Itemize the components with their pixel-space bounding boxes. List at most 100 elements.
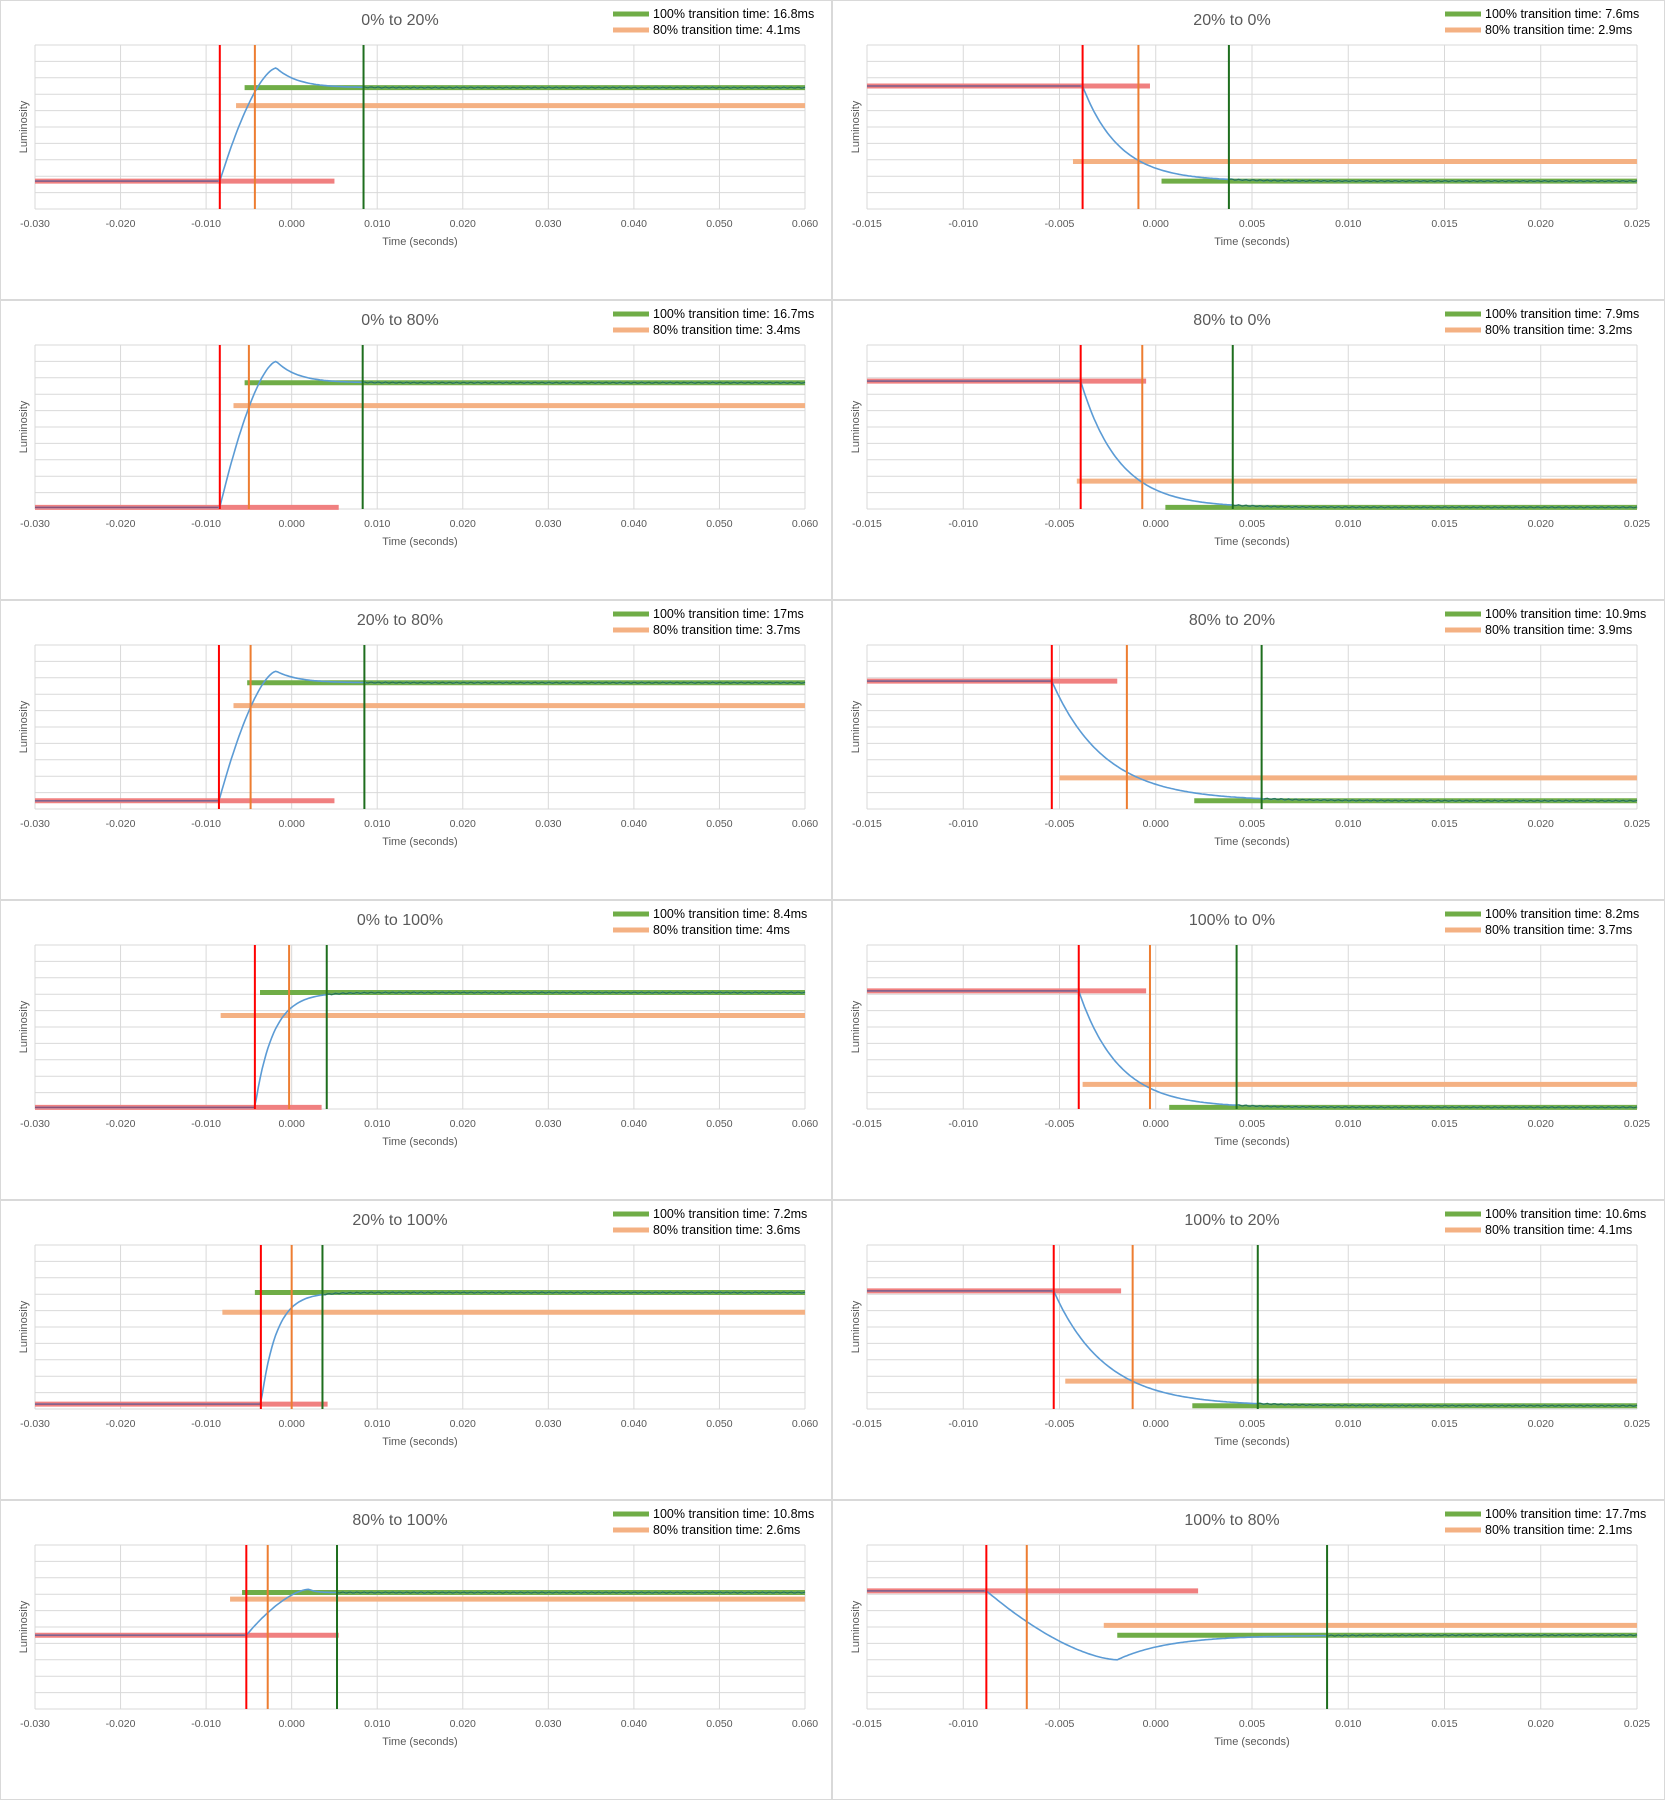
x-tick-label: 0.010 <box>1335 218 1361 230</box>
chart-title: 100% to 80% <box>1184 1512 1279 1529</box>
legend-label-80: 80% transition time: 3.2ms <box>1485 323 1632 337</box>
x-tick-label: 0.020 <box>1528 1718 1554 1730</box>
x-tick-label: 0.020 <box>1528 1418 1554 1430</box>
chart-panel: -0.015 -0.010 -0.005 0.000 0.005 0.010 0.015 0.… <box>832 1500 1665 1800</box>
y-axis-label: Luminosity <box>850 1000 862 1053</box>
x-tick-label: 0.000 <box>1143 218 1169 230</box>
x-tick-label: 0.020 <box>450 1718 476 1730</box>
legend-label-100: 100% transition time: 16.7ms <box>653 307 814 321</box>
x-tick-label: 0.005 <box>1239 1118 1265 1130</box>
x-tick-label: 0.010 <box>364 1418 390 1430</box>
x-tick-label: 0.040 <box>621 1118 647 1130</box>
x-tick-label: -0.020 <box>106 1718 136 1730</box>
chart-svg: -0.030 -0.020 -0.010 0.000 0.010 0.020 0.030 0.… <box>18 1207 818 1448</box>
x-tick-label: 0.010 <box>364 1118 390 1130</box>
chart-title: 0% to 100% <box>357 912 443 929</box>
x-tick-label: -0.010 <box>948 1118 978 1130</box>
x-tick-label: -0.030 <box>20 1418 50 1430</box>
x-tick-label: -0.010 <box>948 1718 978 1730</box>
x-tick-label: 0.020 <box>450 518 476 530</box>
x-axis-label: Time (seconds) <box>1214 836 1289 848</box>
chart-panel: -0.015 -0.010 -0.005 0.000 0.005 0.010 0.015 0.… <box>832 300 1665 600</box>
x-tick-label: 0.010 <box>1335 518 1361 530</box>
x-tick-label: 0.030 <box>535 818 561 830</box>
x-tick-label: 0.030 <box>535 1718 561 1730</box>
luminosity-curve <box>35 67 806 182</box>
x-tick-label: 0.020 <box>1528 218 1554 230</box>
x-tick-label: 0.060 <box>792 518 818 530</box>
x-tick-label: 0.005 <box>1239 1418 1265 1430</box>
x-tick-label: 0.020 <box>450 818 476 830</box>
x-tick-label: 0.005 <box>1239 518 1265 530</box>
x-tick-label: 0.010 <box>1335 818 1361 830</box>
chart-panel: -0.030 -0.020 -0.010 0.000 0.010 0.020 0.030 0.… <box>0 300 832 600</box>
chart-svg: -0.030 -0.020 -0.010 0.000 0.010 0.020 0.030 0.… <box>18 1507 818 1748</box>
legend-label-100: 100% transition time: 8.2ms <box>1485 907 1639 921</box>
x-tick-label: 0.025 <box>1624 218 1650 230</box>
legend-label-80: 80% transition time: 4.1ms <box>1485 1223 1632 1237</box>
chart-svg: -0.030 -0.020 -0.010 0.000 0.010 0.020 0.030 0.… <box>18 907 818 1148</box>
x-axis-label: Time (seconds) <box>382 236 457 248</box>
y-axis-label: Luminosity <box>18 1300 30 1353</box>
x-tick-label: 0.030 <box>535 1118 561 1130</box>
chart-title: 100% to 0% <box>1189 912 1275 929</box>
settled-curve <box>1228 178 1638 183</box>
x-tick-label: 0.060 <box>792 218 818 230</box>
x-tick-label: 0.050 <box>706 518 732 530</box>
y-axis-label: Luminosity <box>850 1300 862 1353</box>
y-axis-label: Luminosity <box>18 1000 30 1053</box>
x-tick-label: 0.000 <box>1143 1118 1169 1130</box>
legend-label-80: 80% transition time: 3.7ms <box>653 623 800 637</box>
x-tick-label: -0.020 <box>106 218 136 230</box>
chart-panel: -0.015 -0.010 -0.005 0.000 0.005 0.010 0.015 0.… <box>832 600 1665 900</box>
legend-label-100: 100% transition time: 10.9ms <box>1485 607 1646 621</box>
chart-panel: -0.015 -0.010 -0.005 0.000 0.005 0.010 0.015 0.… <box>832 0 1665 300</box>
x-tick-label: 0.050 <box>706 818 732 830</box>
x-tick-label: -0.030 <box>20 218 50 230</box>
x-tick-label: 0.050 <box>706 1718 732 1730</box>
x-tick-label: 0.000 <box>1143 1418 1169 1430</box>
y-axis-label: Luminosity <box>850 400 862 453</box>
x-axis-label: Time (seconds) <box>1214 236 1289 248</box>
y-axis-label: Luminosity <box>850 700 862 753</box>
x-tick-label: -0.010 <box>191 1118 221 1130</box>
x-tick-label: 0.005 <box>1239 1718 1265 1730</box>
chart-svg: -0.030 -0.020 -0.010 0.000 0.010 0.020 0.030 0.… <box>18 607 818 848</box>
legend-label-80: 80% transition time: 3.6ms <box>653 1223 800 1237</box>
x-tick-label: 0.020 <box>1528 518 1554 530</box>
x-tick-label: 0.000 <box>279 218 305 230</box>
chart-panel: -0.015 -0.010 -0.005 0.000 0.005 0.010 0.015 0.… <box>832 900 1665 1200</box>
luminosity-curve <box>35 1291 806 1405</box>
x-axis-label: Time (seconds) <box>1214 1736 1289 1748</box>
x-tick-label: 0.060 <box>792 1718 818 1730</box>
x-tick-label: 0.000 <box>1143 518 1169 530</box>
legend-label-80: 80% transition time: 4.1ms <box>653 23 800 37</box>
chart-title: 20% to 100% <box>352 1212 447 1229</box>
x-tick-label: -0.015 <box>852 218 882 230</box>
settled-curve <box>1232 504 1638 509</box>
x-tick-label: 0.040 <box>621 1418 647 1430</box>
legend-label-80: 80% transition time: 3.4ms <box>653 323 800 337</box>
x-tick-label: -0.020 <box>106 1418 136 1430</box>
chart-svg: -0.015 -0.010 -0.005 0.000 0.005 0.010 0.015 0.… <box>850 307 1650 548</box>
x-axis-label: Time (seconds) <box>1214 1436 1289 1448</box>
x-tick-label: 0.050 <box>706 1118 732 1130</box>
chart-title: 20% to 80% <box>357 612 443 629</box>
settled-curve <box>1238 1104 1638 1109</box>
x-axis-label: Time (seconds) <box>382 536 457 548</box>
chart-svg: -0.015 -0.010 -0.005 0.000 0.005 0.010 0.015 0.… <box>850 1507 1650 1748</box>
x-tick-label: 0.025 <box>1624 1718 1650 1730</box>
x-tick-label: -0.005 <box>1045 218 1075 230</box>
legend-label-100: 100% transition time: 17ms <box>653 607 804 621</box>
legend-label-100: 100% transition time: 10.6ms <box>1485 1207 1646 1221</box>
x-tick-label: 0.040 <box>621 218 647 230</box>
x-tick-label: -0.010 <box>948 218 978 230</box>
x-tick-label: -0.015 <box>852 1718 882 1730</box>
x-tick-label: 0.010 <box>1335 1418 1361 1430</box>
x-tick-label: 0.010 <box>364 518 390 530</box>
y-axis-label: Luminosity <box>18 100 30 153</box>
x-axis-label: Time (seconds) <box>382 1436 457 1448</box>
x-tick-label: 0.010 <box>1335 1118 1361 1130</box>
x-tick-label: 0.000 <box>1143 1718 1169 1730</box>
